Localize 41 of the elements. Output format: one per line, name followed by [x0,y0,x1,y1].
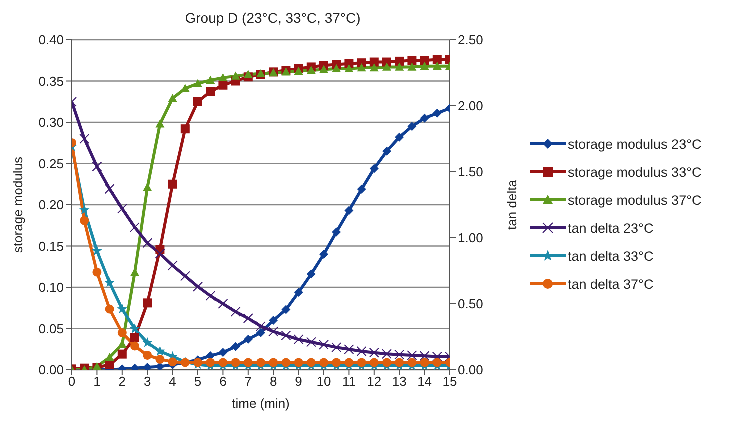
legend-label: storage modulus 33°C [568,164,702,180]
x-tick-label: 3 [144,374,152,390]
legend-label: storage modulus 23°C [568,136,702,152]
y2-tick-label: 1.00 [458,230,484,246]
y2-tick-label: 2.00 [458,98,484,114]
y-tick-label: 0.35 [38,74,64,89]
legend-label: tan delta 37°C [568,276,654,292]
x-tick-label: 5 [194,374,202,390]
x-tick-label: 1 [94,374,101,390]
y2-tick-label: 0.50 [458,296,484,312]
x-tick-label: 2 [118,374,126,390]
x-axis-title: time (min) [232,396,290,411]
y-tick-label: 0.20 [38,198,64,213]
x-tick-label: 15 [442,374,458,390]
x-tick-label: 14 [418,374,432,390]
x-tick-label: 6 [220,374,227,390]
y-tick-label: 0.30 [38,115,64,130]
legend-label: tan delta 23°C [568,220,654,236]
y2-axis-title: tan delta [504,179,520,230]
y-axis-title: storage modulus [10,156,26,254]
x-tick-label: 0 [68,374,76,390]
x-tick-label: 4 [169,374,176,390]
y-tick-label: 0.10 [38,280,64,296]
y2-tick-label: 0.00 [458,362,484,378]
chart-title: Group D (23°C, 33°C, 37°C) [184,10,362,26]
x-tick-label: 9 [295,374,302,390]
y-tick-label: 0.00 [38,362,64,378]
x-tick-label: 12 [367,374,382,390]
y-tick-label: 0.40 [38,32,64,48]
y2-tick-label: 2.50 [458,32,484,48]
y-tick-label: 0.05 [38,321,64,336]
y-tick-label: 0.25 [38,156,64,172]
x-tick-label: 7 [244,374,252,390]
legend-label: storage modulus 37°C [568,192,702,208]
y-tick-label: 0.15 [38,238,64,254]
y2-tick-label: 1.50 [458,164,484,180]
x-tick-label: 13 [392,374,407,390]
legend-label: tan delta 33°C [568,248,654,264]
x-tick-label: 10 [316,374,332,390]
x-tick-label: 8 [270,374,278,390]
x-tick-label: 11 [342,374,356,390]
